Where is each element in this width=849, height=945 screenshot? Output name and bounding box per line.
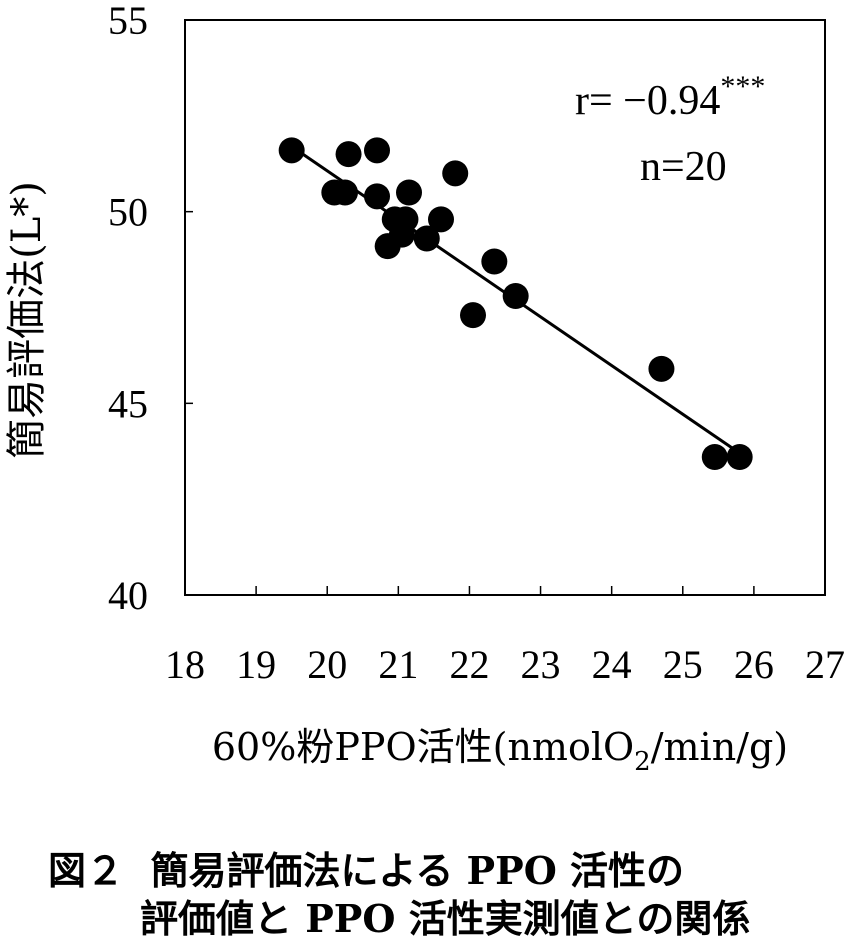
scatter-chart: 18 19 20 21 22 23 24 25 26 27 40 45 50 55 r= −0.94**… xyxy=(4,0,845,777)
y-axis-tick-labels: 40 45 50 55 xyxy=(108,0,148,618)
x-tick-label: 27 xyxy=(805,642,845,687)
y-tick-label: 55 xyxy=(108,0,148,43)
data-point xyxy=(413,225,440,252)
correlation-r: r= −0.94*** xyxy=(575,70,765,124)
y-axis-ticks xyxy=(185,19,193,596)
x-axis-tick-labels: 18 19 20 21 22 23 24 25 26 27 xyxy=(165,642,845,687)
data-point xyxy=(442,160,469,187)
figure-caption-line-1: 図２ 簡易評価法による PPO 活性の xyxy=(48,848,685,893)
x-tick-label: 25 xyxy=(663,642,703,687)
data-point xyxy=(460,302,486,329)
data-point xyxy=(335,141,362,168)
data-point xyxy=(278,137,305,164)
data-point xyxy=(648,355,675,382)
x-tick-label: 23 xyxy=(521,642,561,687)
data-point xyxy=(364,137,390,164)
x-tick-label: 22 xyxy=(449,642,489,687)
data-point xyxy=(481,248,508,275)
figure-caption-line-2: 評価値と PPO 活性実測値との関係 xyxy=(140,896,751,941)
y-axis-label: 簡易評価法(L*) xyxy=(4,181,50,459)
data-point xyxy=(364,183,390,210)
data-point xyxy=(502,283,529,309)
data-point xyxy=(726,444,753,470)
data-points xyxy=(278,137,753,470)
x-tick-label: 24 xyxy=(592,642,632,687)
x-tick-label: 26 xyxy=(734,642,774,687)
y-tick-label: 50 xyxy=(108,190,148,235)
data-point xyxy=(428,206,454,233)
y-tick-label: 45 xyxy=(108,381,148,426)
x-tick-label: 21 xyxy=(378,642,418,687)
x-tick-label: 18 xyxy=(165,642,205,687)
data-point xyxy=(332,179,358,206)
x-tick-label: 19 xyxy=(236,642,276,687)
plot-area xyxy=(184,19,826,596)
y-tick-label: 40 xyxy=(108,573,148,618)
sample-size-n: n=20 xyxy=(640,144,727,190)
x-tick-label: 20 xyxy=(307,642,347,687)
x-axis-ticks xyxy=(184,586,826,595)
x-axis-label: 60%粉PPO活性(nmolO2/min/g) xyxy=(212,725,788,777)
data-point xyxy=(392,206,419,233)
data-point xyxy=(396,179,422,206)
data-point xyxy=(701,444,728,470)
